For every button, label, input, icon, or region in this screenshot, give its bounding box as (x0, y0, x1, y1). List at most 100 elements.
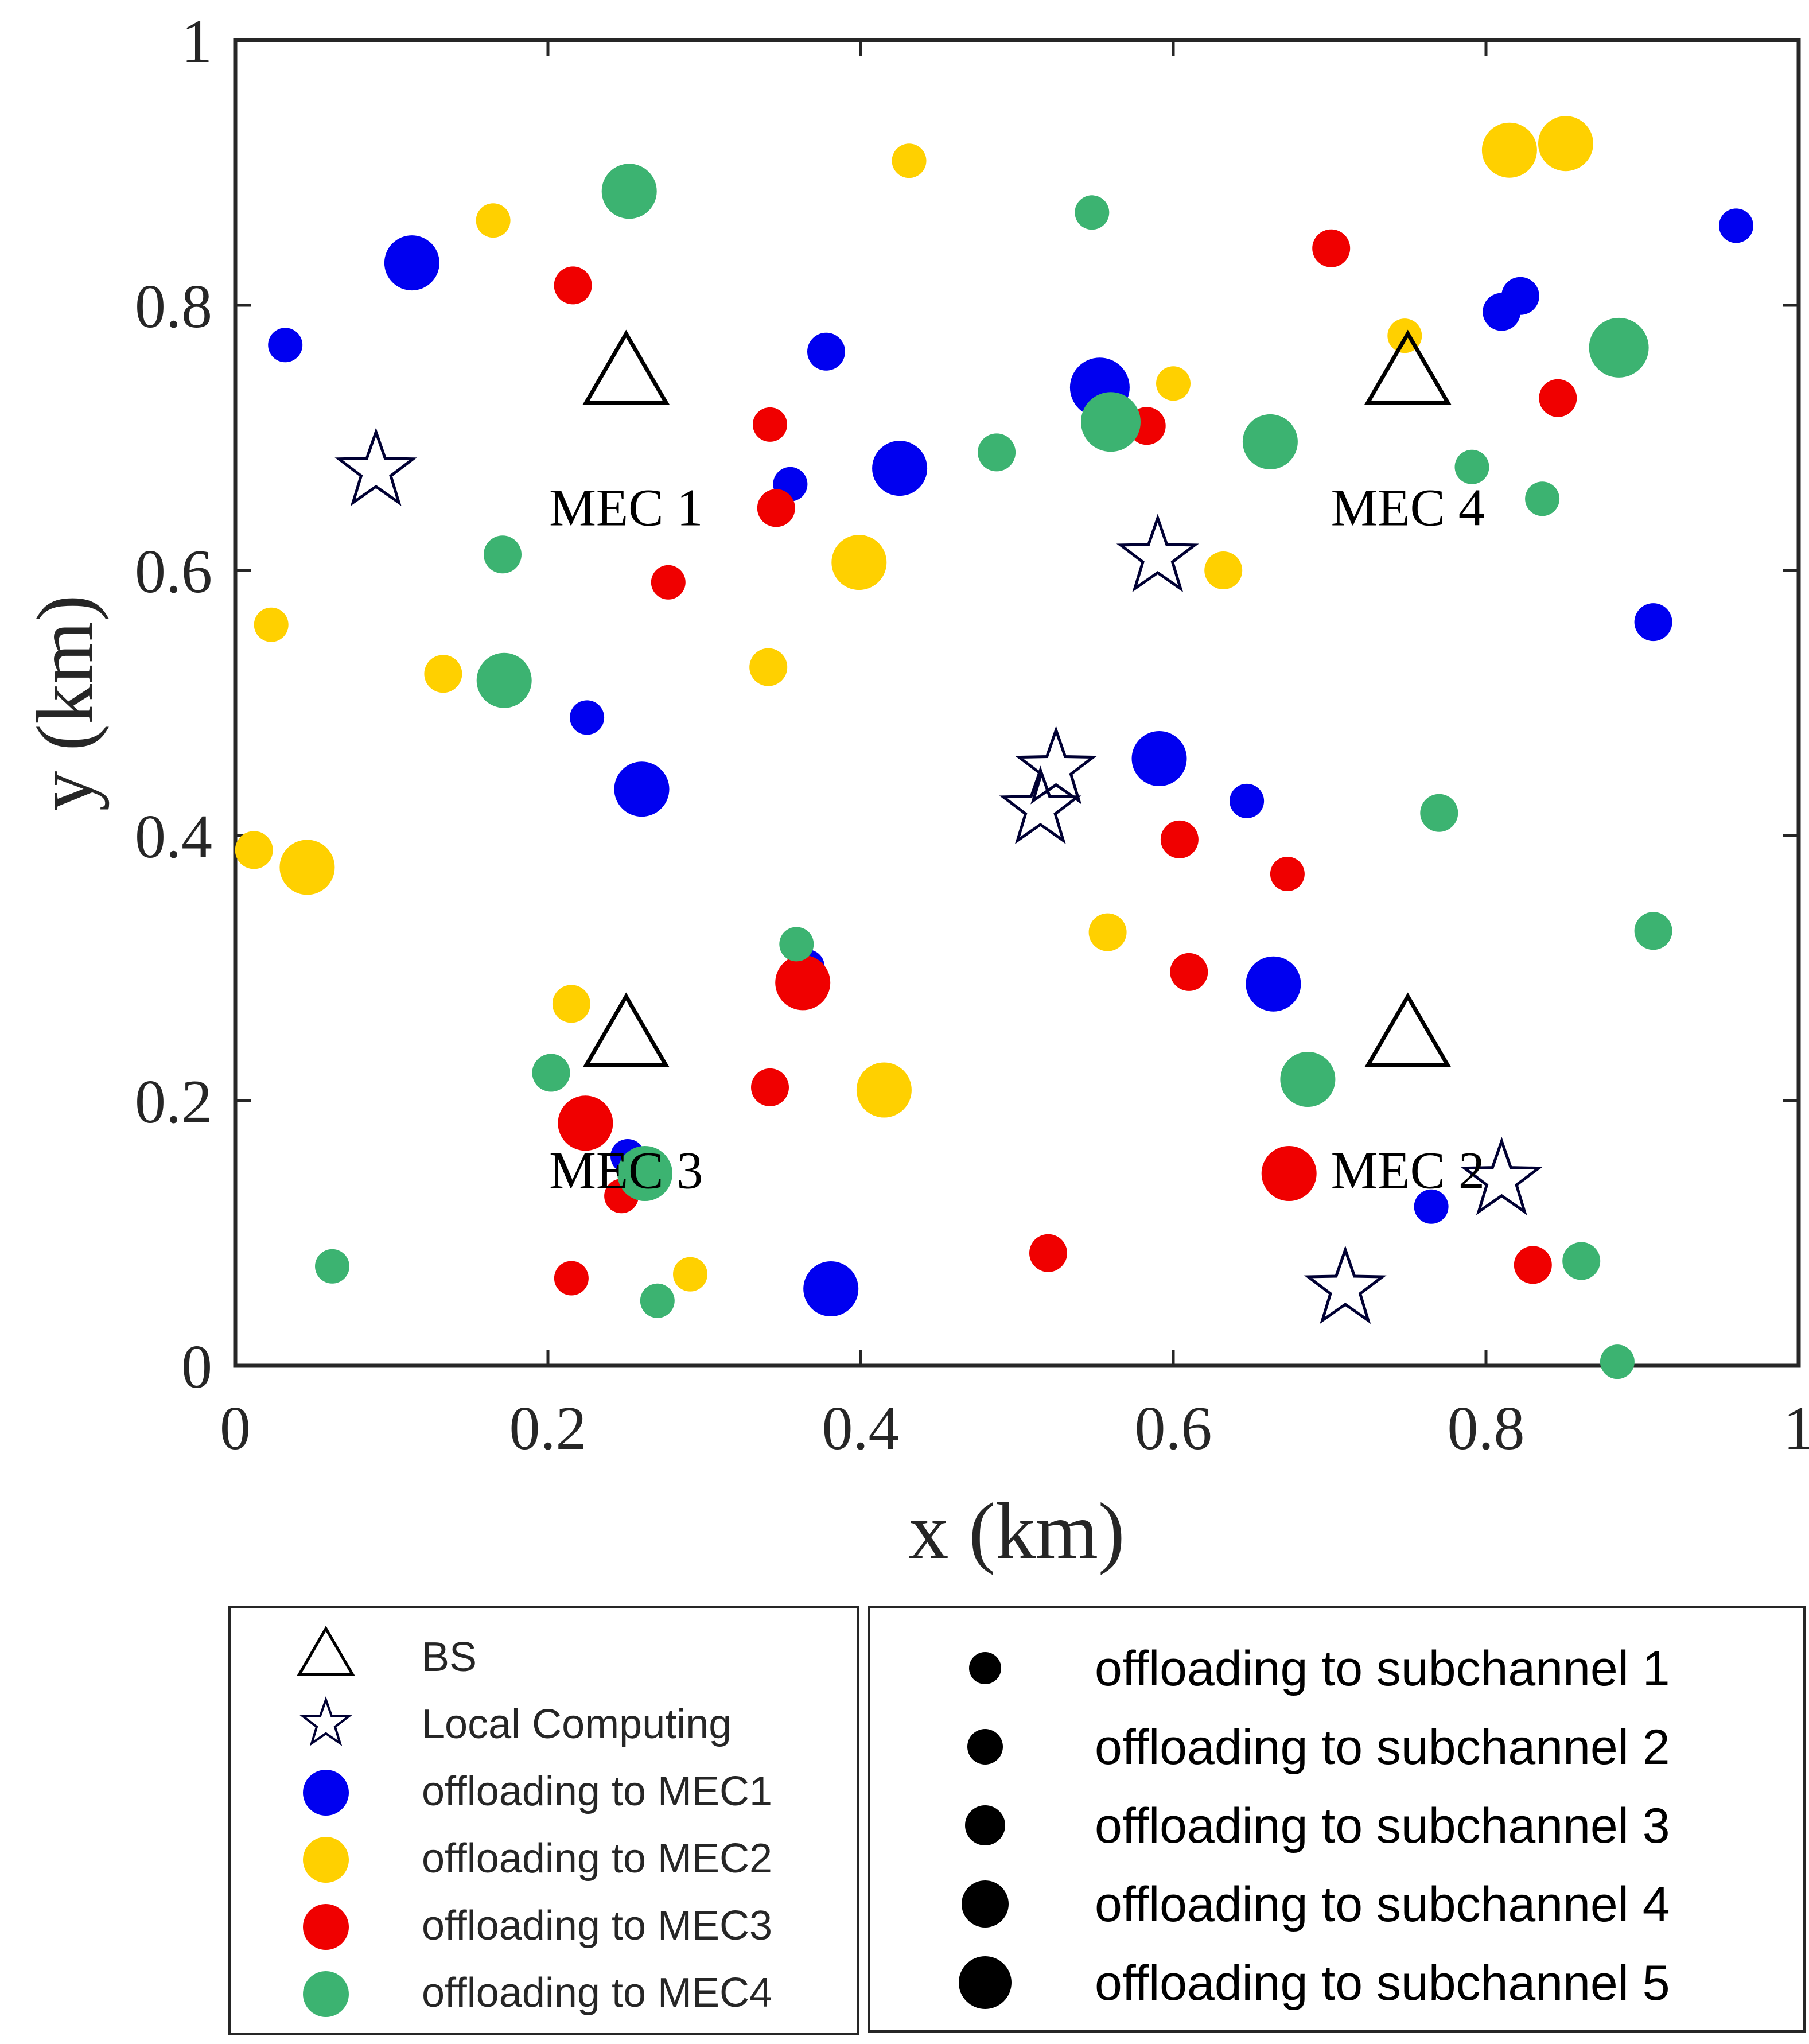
y-tick-label: 0.4 (135, 803, 212, 871)
user-point-mec4 (779, 927, 814, 962)
user-point-mec4 (1280, 1052, 1336, 1107)
legend-triangle-icon (297, 1626, 355, 1676)
y-tick-label: 0 (181, 1333, 212, 1401)
legend-label: offloading to subchannel 5 (1095, 1956, 1670, 2011)
user-point-mec4 (476, 652, 532, 708)
base-station-triangle (582, 329, 670, 405)
legend-dot-mec4 (303, 1971, 349, 2017)
user-point-mec2 (424, 655, 462, 693)
legend-label: offloading to subchannel 4 (1095, 1877, 1670, 1932)
legend-star-icon (299, 1696, 352, 1746)
user-point-mec2 (235, 831, 273, 869)
user-point-mec2 (749, 648, 788, 686)
legend-label: offloading to subchannel 1 (1095, 1641, 1670, 1696)
legend-subchannels: offloading to subchannel 1 offloading to … (868, 1606, 1806, 2033)
user-point-mec4 (532, 1054, 570, 1092)
user-point-mec4 (1420, 794, 1458, 832)
legend-dot-mec1 (303, 1770, 349, 1816)
user-point-mec1 (872, 441, 928, 496)
user-point-mec3 (1539, 379, 1577, 417)
user-point-mec1 (1414, 1189, 1449, 1224)
legend-label: offloading to MEC1 (422, 1769, 772, 1814)
user-point-mec3 (1261, 1146, 1317, 1201)
local-computing-markers (334, 428, 1543, 1324)
user-point-mec2 (552, 985, 590, 1023)
user-point-mec4 (1600, 1344, 1635, 1379)
user-point-mec3 (775, 955, 831, 1011)
user-point-mec1 (1246, 956, 1301, 1012)
legend-label: offloading to subchannel 2 (1095, 1720, 1670, 1775)
legend-subchannel-dot (965, 1805, 1005, 1845)
axis-ticks (234, 38, 1800, 1367)
local-computing-star (1304, 1245, 1387, 1324)
user-point-mec3 (1170, 953, 1208, 991)
base-station-label: MEC 2 (1331, 1141, 1485, 1200)
base-station-triangle (1364, 329, 1452, 405)
legend-right-box (868, 1606, 1806, 2033)
user-point-mec1 (1131, 731, 1187, 786)
user-point-mec3 (757, 489, 795, 527)
user-point-mec2 (831, 535, 887, 590)
user-point-mec3 (554, 1261, 589, 1296)
user-point-mec4 (978, 433, 1016, 472)
user-point-mec1 (268, 328, 303, 363)
user-point-mec2 (254, 607, 289, 642)
user-point-mec3 (1514, 1246, 1552, 1284)
user-point-mec2 (1204, 551, 1243, 589)
user-point-mec2 (1481, 122, 1537, 178)
user-point-mec2 (1156, 366, 1191, 401)
x-tick-label: 1 (1783, 1394, 1809, 1463)
x-tick-label: 0.8 (1448, 1394, 1525, 1463)
user-point-mec4 (1081, 392, 1141, 452)
user-point-mec3 (753, 407, 787, 442)
user-point-mec3 (1270, 857, 1305, 891)
legend-label: offloading to subchannel 3 (1095, 1798, 1670, 1853)
user-point-mec2 (279, 840, 335, 895)
user-point-mec1 (570, 700, 605, 735)
base-station-label: MEC 4 (1331, 479, 1485, 537)
local-computing-star (334, 428, 418, 506)
user-point-mec2 (892, 143, 927, 178)
y-tick-label: 0.6 (135, 538, 212, 606)
user-point-mec2 (1088, 913, 1127, 951)
x-tick-label: 0.6 (1135, 1394, 1212, 1463)
base-station-triangle (1364, 992, 1452, 1067)
legend-subchannel-dot (967, 1729, 1003, 1765)
user-point-mec1 (1634, 603, 1672, 642)
user-point-mec3 (651, 565, 686, 600)
user-point-mec3 (1160, 820, 1199, 858)
user-point-mec1 (1719, 208, 1753, 243)
legend-label: offloading to MEC4 (422, 1970, 772, 2016)
y-tick-labels: 0 0.2 0.4 0.6 0.8 1 (135, 7, 212, 1401)
user-markers (235, 116, 1753, 1379)
user-point-mec1 (803, 1261, 859, 1316)
legend-dot-mec3 (303, 1904, 349, 1950)
axes-frame (233, 38, 1801, 1368)
user-point-mec4 (601, 164, 657, 219)
user-point-mec2 (476, 203, 511, 238)
user-point-mec2 (1538, 116, 1593, 172)
user-point-mec3 (1029, 1234, 1067, 1272)
user-point-mec1 (384, 235, 439, 291)
y-tick-label: 0.2 (135, 1068, 212, 1136)
base-station-label: MEC 3 (549, 1141, 703, 1200)
x-tick-labels: 0 0.2 0.4 0.6 0.8 1 (220, 1394, 1809, 1463)
legend-subchannel-dot (962, 1880, 1009, 1928)
plot-area: 0 0.2 0.4 0.6 0.8 1 0 0.2 0.4 0.6 0.8 1 MEC 1 MEC 4… (135, 7, 1809, 1463)
user-point-mec4 (1562, 1242, 1601, 1280)
y-axis-label: y (km) (21, 594, 110, 811)
legend-label: offloading to MEC2 (422, 1836, 772, 1882)
local-computing-star (1116, 514, 1199, 593)
y-tick-label: 0.8 (135, 273, 212, 341)
local-computing-star (1014, 725, 1098, 805)
user-point-mec1 (1501, 277, 1539, 315)
legend-left-box (228, 1606, 859, 2035)
user-point-mec2 (673, 1257, 707, 1292)
user-point-mec4 (1454, 449, 1489, 484)
base-station-triangle (582, 992, 670, 1067)
user-point-mec4 (315, 1249, 349, 1284)
user-point-mec4 (1589, 317, 1649, 378)
legend-subchannel-dot (969, 1652, 1001, 1684)
x-tick-label: 0.4 (822, 1394, 900, 1463)
